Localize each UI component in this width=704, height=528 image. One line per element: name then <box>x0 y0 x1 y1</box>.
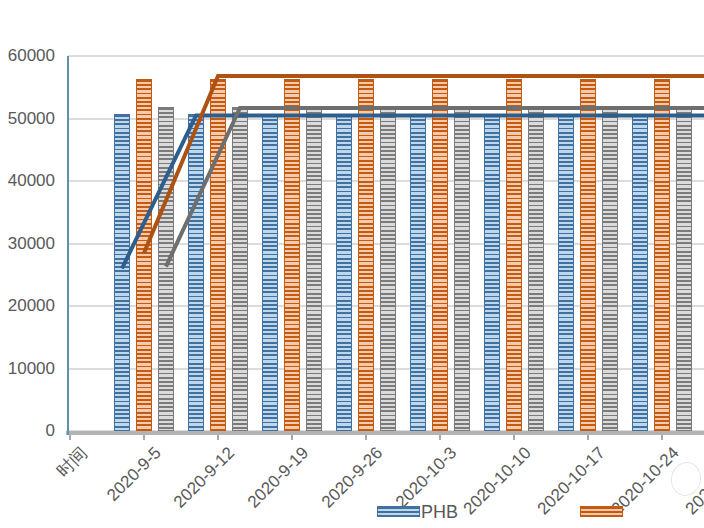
chart-root: 6000050000400003000020000100000时间2020-9-… <box>0 0 704 528</box>
legend-label: PHB <box>421 502 458 523</box>
legend-swatch <box>580 506 623 517</box>
legend: PHB <box>0 0 704 528</box>
legend-swatch <box>377 506 420 517</box>
